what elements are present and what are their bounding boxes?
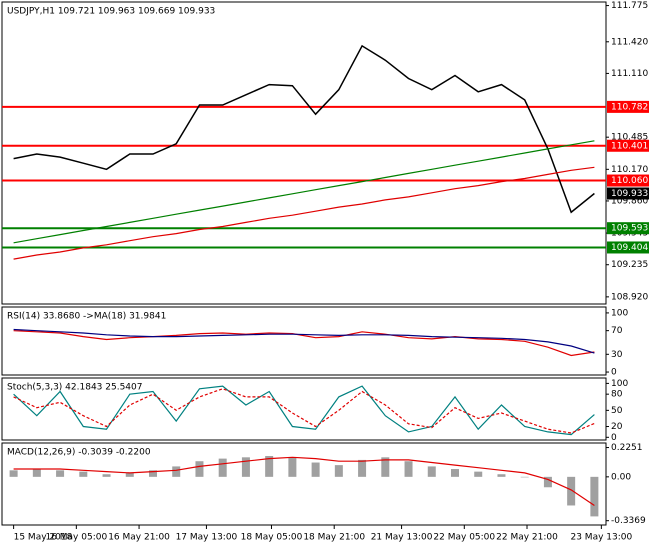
x-tick-label: 15 May 2018 xyxy=(14,533,73,543)
level-label: 109.593 xyxy=(611,224,648,234)
y-tick-label: 108.920 xyxy=(611,292,648,302)
level-label-box xyxy=(607,139,649,152)
histogram-bar xyxy=(567,476,576,506)
series-line xyxy=(13,328,595,354)
y-tick-label: 110.485 xyxy=(611,133,648,143)
histogram-bar xyxy=(404,461,413,477)
histogram-bar xyxy=(125,472,134,477)
histogram-bar xyxy=(334,465,343,477)
histogram-bar xyxy=(9,470,18,477)
histogram-bar xyxy=(474,471,483,477)
y-tick-label: 100 xyxy=(611,308,628,318)
x-tick-label: 18 May 21:00 xyxy=(303,533,365,543)
y-tick-label: 70 xyxy=(611,326,623,336)
x-tick-label: 18 May 05:00 xyxy=(241,533,303,543)
y-tick-label: 0 xyxy=(611,368,617,378)
y-tick-label: 111.775 xyxy=(611,1,648,11)
histogram-bar xyxy=(32,469,41,477)
x-tick-label: 16 May 21:00 xyxy=(108,533,170,543)
panel-frame xyxy=(1,306,607,376)
series-line xyxy=(13,388,595,434)
histogram-bar xyxy=(149,470,157,477)
last-price-box xyxy=(607,187,649,200)
y-tick-label: 100 xyxy=(611,379,628,389)
y-tick-label: 50 xyxy=(611,406,623,416)
histogram-bar xyxy=(195,461,204,477)
histogram-bar xyxy=(102,474,111,477)
series-line xyxy=(13,456,595,506)
y-tick-label: 0 xyxy=(611,433,617,443)
panel-title: USDJPY,H1 109.721 109.963 109.669 109.93… xyxy=(7,7,215,17)
panel-frame xyxy=(1,1,607,305)
level-label: 110.782 xyxy=(611,102,648,112)
histogram-bar xyxy=(172,466,181,477)
histogram-bar xyxy=(311,462,320,477)
series-line xyxy=(13,166,595,260)
y-tick-label: 20 xyxy=(611,422,623,432)
histogram-bar xyxy=(520,476,529,478)
x-tick-label: 22 May 21:00 xyxy=(496,533,558,543)
series-line xyxy=(13,44,595,214)
y-tick-label: 110.170 xyxy=(611,165,648,175)
y-tick-label: 30 xyxy=(611,350,623,360)
panel-frame xyxy=(1,442,607,526)
y-tick-label: 109.235 xyxy=(611,260,648,270)
level-label-box xyxy=(607,222,649,235)
histogram-bar xyxy=(265,456,274,477)
panel-title: Stoch(5,3,3) 42.1843 25.5407 xyxy=(7,383,142,393)
y-tick-label: 0.2251 xyxy=(611,443,643,453)
level-label-box xyxy=(607,241,649,254)
x-tick-label: 16 May 05:00 xyxy=(45,533,107,543)
histogram-bar xyxy=(497,474,506,477)
histogram-bar xyxy=(218,458,227,477)
y-tick-label: 111.110 xyxy=(611,69,648,79)
histogram-bar xyxy=(451,469,459,477)
level-label-box xyxy=(607,100,649,113)
x-tick-label: 21 May 13:00 xyxy=(371,533,433,543)
series-line xyxy=(13,385,595,436)
histogram-bar xyxy=(288,457,297,477)
panel-title: MACD(12,26,9) -0.3039 -0.2200 xyxy=(7,448,151,458)
y-tick-label: 0.00 xyxy=(611,472,631,482)
panel-frame xyxy=(1,377,607,441)
last-price-label: 109.933 xyxy=(611,189,648,199)
y-tick-label: 111.420 xyxy=(611,37,648,47)
histogram-bar xyxy=(427,466,436,477)
y-tick-label: 109.860 xyxy=(611,196,648,206)
level-label: 109.404 xyxy=(611,243,648,253)
series-line xyxy=(13,140,595,244)
histogram-bar xyxy=(590,476,599,517)
histogram-bar xyxy=(241,457,250,477)
x-tick-label: 17 May 13:00 xyxy=(176,533,238,543)
level-label-box xyxy=(607,174,649,187)
series-line xyxy=(13,330,595,357)
y-tick-label: 80 xyxy=(611,390,623,400)
x-tick-label: 22 May 05:00 xyxy=(433,533,495,543)
histogram-bar xyxy=(543,476,552,488)
histogram-bar xyxy=(381,457,390,477)
x-tick-label: 23 May 13:00 xyxy=(570,533,632,543)
histogram-bar xyxy=(56,470,65,477)
level-label: 110.401 xyxy=(611,141,648,151)
level-label: 110.060 xyxy=(611,176,648,186)
histogram-bar xyxy=(358,459,367,477)
y-tick-label: -0.3369 xyxy=(611,516,646,526)
panel-title: RSI(14) 33.8680 ->MA(18) 31.9841 xyxy=(7,312,166,322)
histogram-bar xyxy=(79,471,88,477)
